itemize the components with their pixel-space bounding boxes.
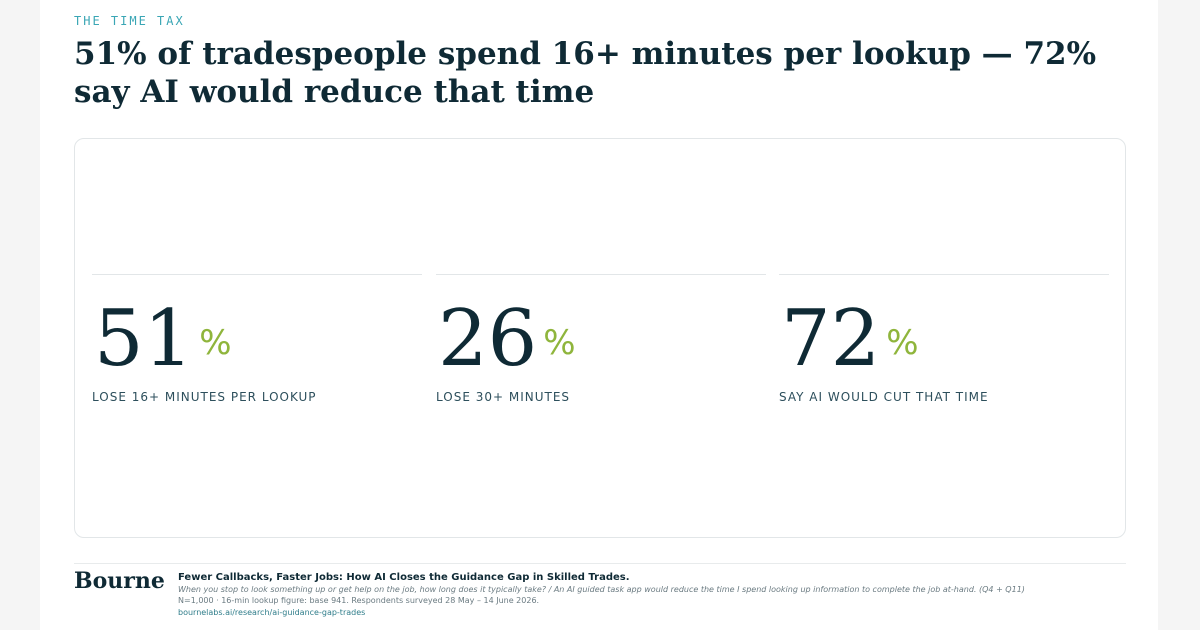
section-eyebrow: THE TIME TAX	[74, 14, 185, 28]
page-title: 51% of tradespeople spend 16+ minutes pe…	[74, 36, 1097, 110]
stat-value: 26	[438, 294, 538, 384]
stats-card: 51% LOSE 16+ MINUTES PER LOOKUP 26% LOSE…	[74, 138, 1126, 538]
stat-label: LOSE 30+ MINUTES	[436, 390, 571, 404]
footer-divider	[74, 563, 1126, 564]
report-title: Fewer Callbacks, Faster Jobs: How AI Clo…	[178, 572, 630, 583]
stat-value-wrapper: 26%	[438, 295, 576, 383]
stat-block: 72% SAY AI WOULD CUT THAT TIME	[779, 274, 1109, 404]
methodology-note: N=1,000 · 16-min lookup figure: base 941…	[178, 596, 540, 605]
page: THE TIME TAX 51% of tradespeople spend 1…	[40, 0, 1158, 630]
stat-percent-sign: %	[543, 323, 576, 363]
stat-label: SAY AI WOULD CUT THAT TIME	[779, 390, 989, 404]
stat-percent-sign: %	[199, 323, 232, 363]
stat-value: 51	[94, 294, 194, 384]
stat-block: 26% LOSE 30+ MINUTES	[436, 274, 766, 404]
footer-source: Fewer Callbacks, Faster Jobs: How AI Clo…	[178, 571, 1138, 619]
survey-question: When you stop to look something up or ge…	[178, 585, 1025, 594]
stat-value: 72	[781, 294, 881, 384]
stat-percent-sign: %	[886, 323, 919, 363]
stat-label: LOSE 16+ MINUTES PER LOOKUP	[92, 390, 317, 404]
stat-value-wrapper: 72%	[781, 295, 919, 383]
stat-block: 51% LOSE 16+ MINUTES PER LOOKUP	[92, 274, 422, 404]
brand-logo: Bourne	[74, 568, 165, 594]
report-link[interactable]: bournelabs.ai/research/ai-guidance-gap-t…	[178, 608, 366, 617]
stat-value-wrapper: 51%	[94, 295, 232, 383]
